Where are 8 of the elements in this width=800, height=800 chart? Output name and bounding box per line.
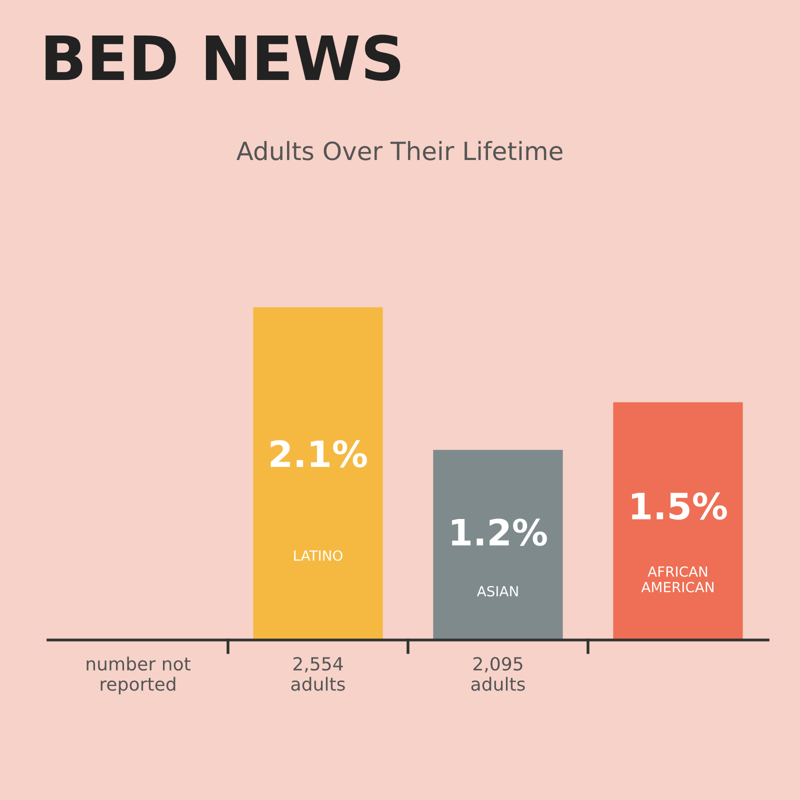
x-tick-label: 2,554 adults: [291, 656, 345, 691]
text: 1.5% AFRICAN AMERICAN: [632, 492, 727, 592]
text: 2.1% LATINO: [270, 440, 367, 561]
x-tick-label: number not reported: [86, 656, 190, 694]
x-tick-label: 2,095 adults: [471, 656, 525, 691]
chart-title: BED NEWS: [46, 34, 400, 81]
chart-subtitle: Adults Over Their Lifetime: [236, 141, 562, 160]
data-label: 1.2% ASIAN: [452, 518, 547, 596]
